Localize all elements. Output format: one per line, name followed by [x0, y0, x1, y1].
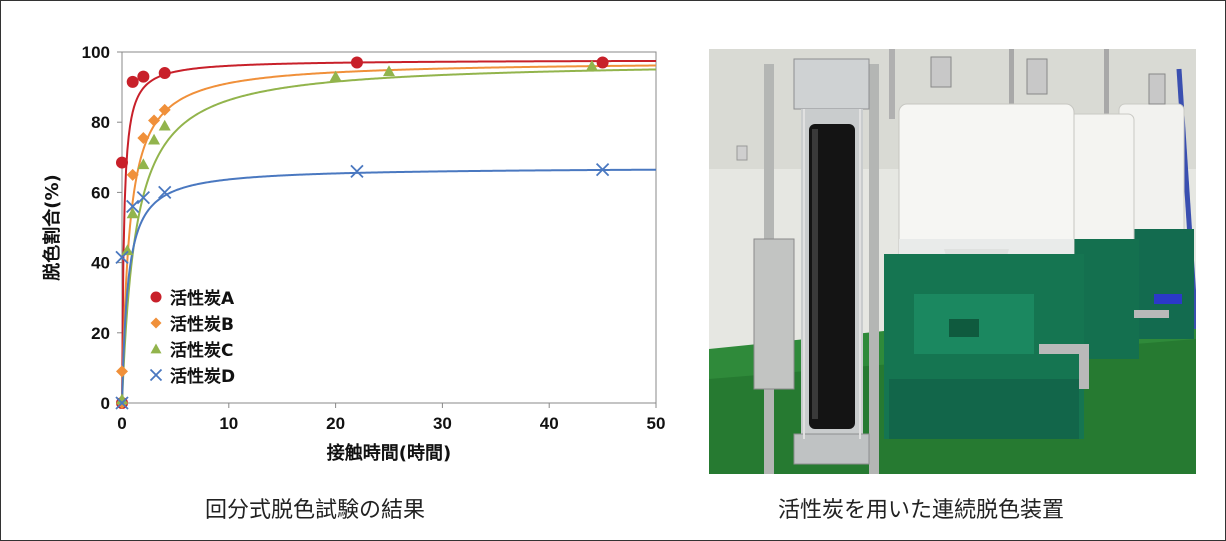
data-point-x	[115, 396, 129, 410]
fit-curve-circle	[121, 59, 657, 404]
chart-caption: 回分式脱色試験の結果	[205, 498, 426, 523]
data-point-x	[350, 164, 364, 178]
data-point-triangle	[585, 60, 598, 71]
decolorization-chart: 0 10 20 30 40 50 0 20 40 60 80 100 接触時間(時間) 脱色割合(%) 活性…	[41, 43, 666, 464]
data-point-diamond	[126, 168, 139, 181]
y-tick-label: 20	[91, 324, 110, 343]
data-point-diamond	[148, 114, 161, 127]
data-point-circle	[116, 156, 128, 169]
data-point-x	[115, 250, 129, 264]
data-point-x	[126, 199, 140, 214]
photo-caption: 活性炭を用いた連続脱色装置	[778, 498, 1065, 523]
data-point-x	[158, 185, 172, 200]
data-point-triangle	[148, 133, 161, 145]
x-axis-label: 接触時間(時間)	[327, 442, 451, 464]
x-tick-label: 40	[540, 414, 559, 433]
data-point-circle	[596, 56, 609, 69]
data-point-circle	[350, 56, 363, 69]
x-tick-label: 20	[326, 414, 345, 433]
data-point-x	[136, 191, 150, 205]
x-tick-label: 10	[219, 414, 238, 433]
data-point-diamond	[137, 131, 150, 144]
plot-area	[121, 51, 657, 404]
legend-marker-circle	[150, 291, 162, 303]
fit-curve-triangle	[121, 68, 657, 404]
y-tick-label: 80	[91, 113, 110, 132]
data-point-triangle	[116, 393, 128, 405]
x-tick-label: 30	[433, 414, 452, 433]
x-tick-label: 0	[117, 414, 126, 433]
data-point-triangle	[137, 158, 150, 170]
legend-marker-x	[149, 368, 163, 382]
legend-label: 活性炭D	[170, 366, 235, 387]
data-point-diamond	[158, 103, 171, 116]
y-tick-label: 0	[101, 394, 110, 413]
data-point-x	[595, 162, 610, 177]
y-axis-label: 脱色割合(%)	[41, 174, 63, 281]
data-point-circle	[126, 75, 139, 88]
legend-label: 活性炭A	[170, 288, 235, 309]
x-tick-label: 50	[647, 414, 666, 433]
legend-marker-triangle	[150, 343, 162, 354]
continuous-decolorization-apparatus-photo	[709, 49, 1196, 474]
data-point-triangle	[329, 70, 342, 82]
data-point-triangle	[158, 119, 171, 131]
data-point-circle	[158, 67, 171, 80]
y-tick-label: 60	[91, 183, 110, 202]
data-point-triangle	[383, 65, 395, 77]
y-tick-label: 40	[91, 254, 110, 273]
data-point-triangle	[126, 207, 139, 219]
data-point-triangle	[121, 244, 134, 256]
legend-label: 活性炭C	[170, 340, 233, 361]
data-point-diamond	[116, 365, 128, 378]
fit-curve-x	[121, 168, 657, 404]
legend-marker-diamond	[150, 317, 162, 329]
data-point-circle	[137, 70, 150, 83]
y-tick-label: 100	[82, 43, 110, 62]
legend-label: 活性炭B	[170, 314, 234, 335]
